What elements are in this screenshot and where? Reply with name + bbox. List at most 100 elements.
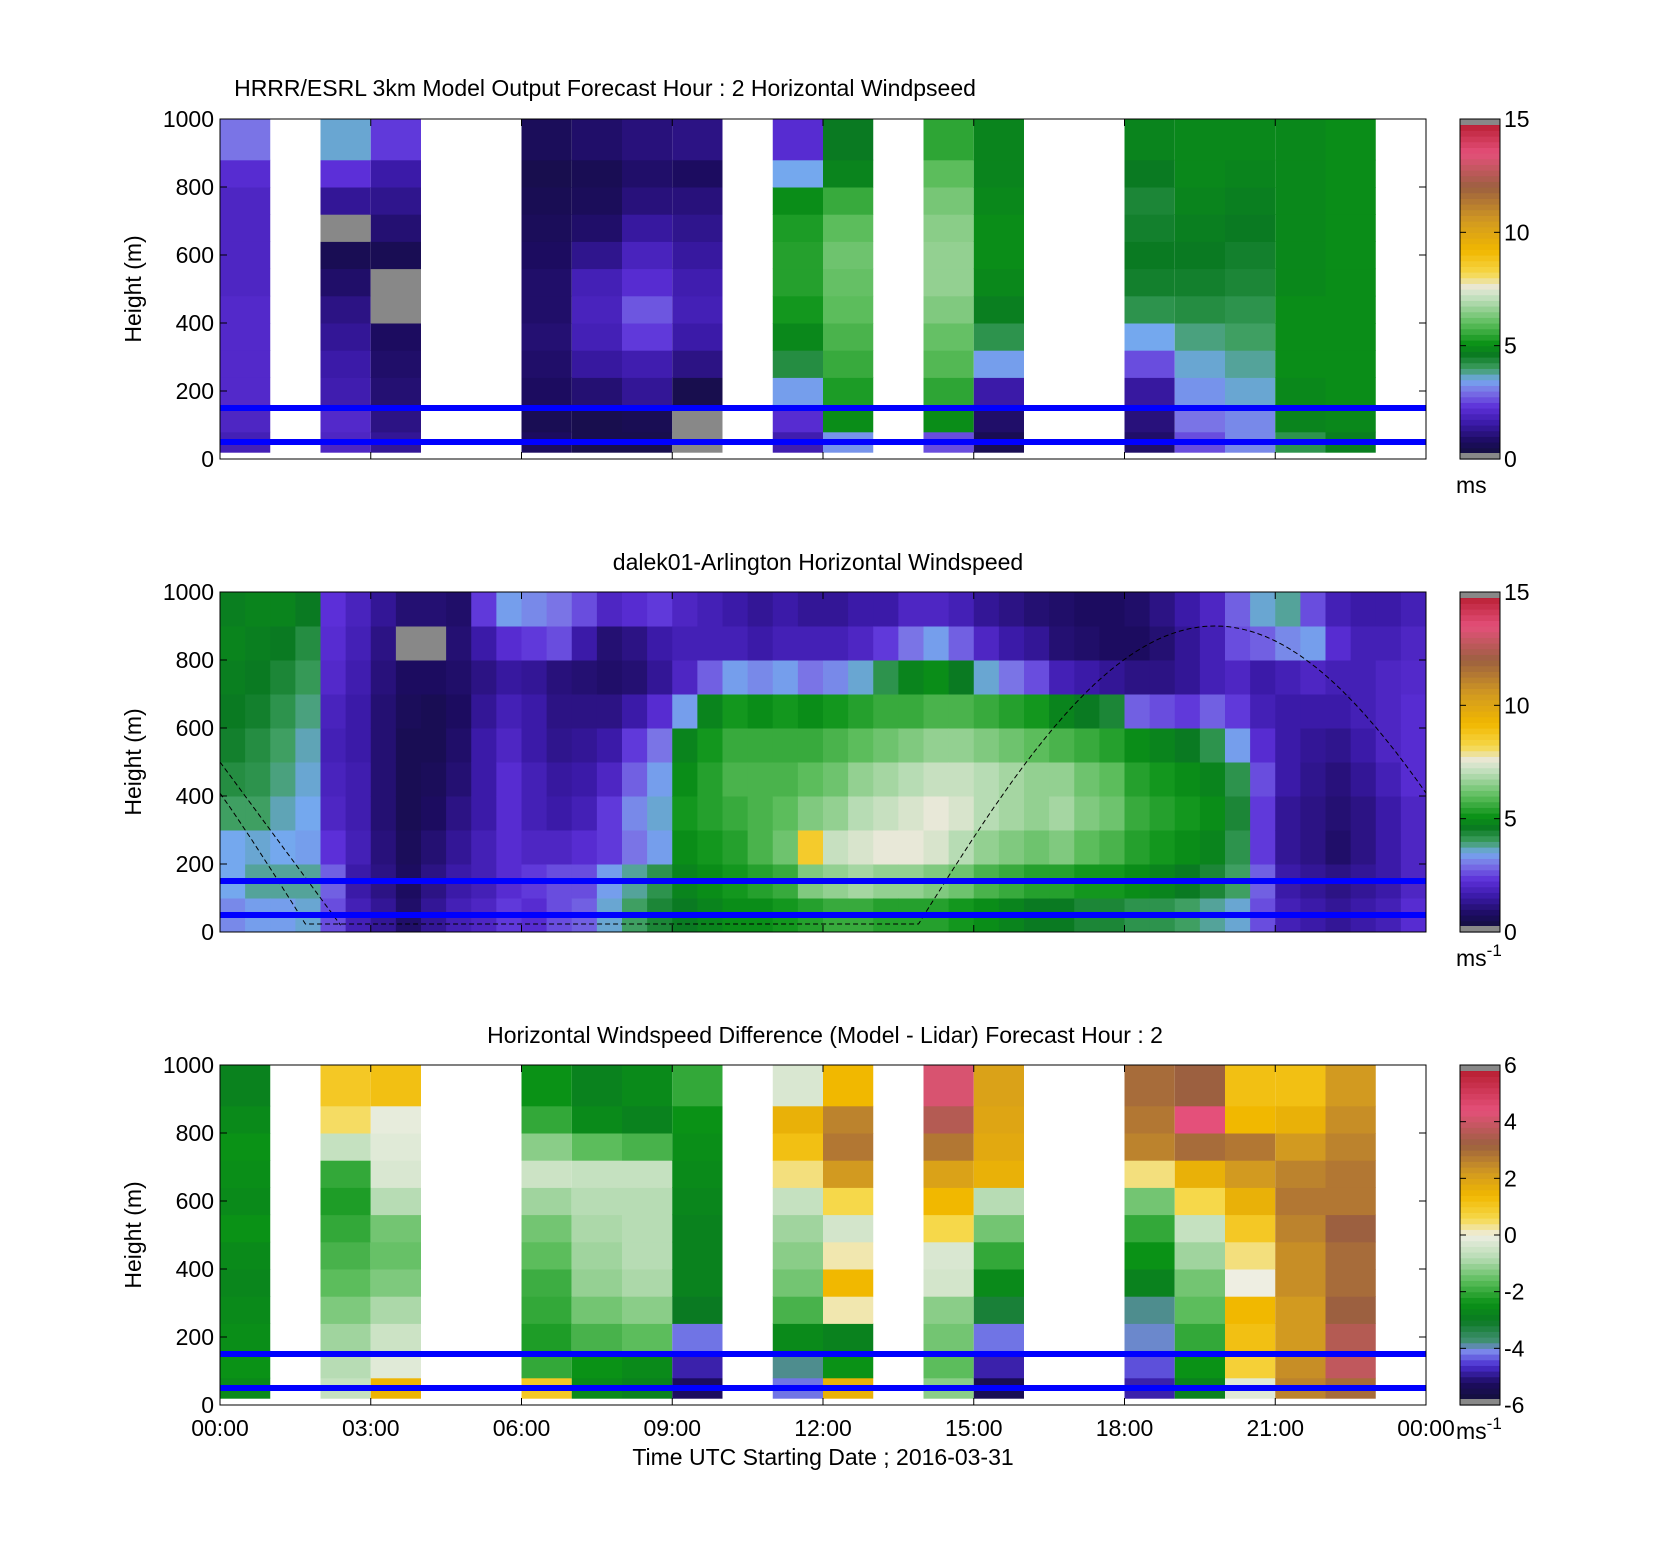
colorbar-swatch	[1460, 750, 1500, 757]
heatmap-cell	[923, 268, 974, 297]
colorbar-swatch	[1460, 597, 1500, 604]
heatmap-cell	[546, 796, 573, 831]
colorbar-swatch	[1460, 699, 1500, 706]
heatmap-cell	[295, 694, 321, 729]
heatmap-cell	[1325, 728, 1352, 763]
heatmap-cell	[923, 1214, 974, 1243]
heatmap-cell	[395, 694, 422, 729]
heatmap-cell	[471, 660, 497, 695]
heatmap-cell	[1149, 694, 1176, 729]
heatmap-cell	[672, 159, 723, 188]
heatmap-cell	[823, 1187, 874, 1216]
heatmap-cell	[571, 119, 622, 161]
heatmap-cell	[923, 295, 974, 324]
heatmap-cell	[1325, 1160, 1376, 1188]
heatmap-cell	[1325, 159, 1376, 188]
colorbar-swatch	[1460, 796, 1500, 803]
heatmap-cell	[697, 796, 723, 831]
heatmap-cell	[1149, 728, 1176, 763]
heatmap-cell	[1174, 1241, 1225, 1270]
heatmap-cell	[220, 241, 271, 270]
x-tick-label: 06:00	[493, 1415, 551, 1441]
heatmap-cell	[471, 830, 497, 865]
heatmap-cell	[370, 323, 421, 351]
heatmap-cell	[1124, 1065, 1175, 1107]
heatmap-cell	[1199, 762, 1226, 797]
heatmap-cell	[1124, 241, 1175, 270]
colorbar-unit-superscript: -1	[1487, 1414, 1502, 1433]
heatmap-cell	[345, 830, 372, 865]
heatmap-cell	[1225, 626, 1251, 661]
heatmap-cell	[220, 159, 271, 188]
heatmap-cell	[1275, 1187, 1326, 1216]
heatmap-cell	[697, 830, 723, 865]
colorbar-nan-swatch	[1460, 1399, 1500, 1405]
colorbar-swatch	[1460, 1189, 1500, 1196]
heatmap-cell	[622, 1160, 673, 1188]
panel-difference: Horizontal Windspeed Difference (Model -…	[120, 1022, 1525, 1444]
y-tick-label: 1000	[163, 106, 214, 132]
heatmap-cell	[1024, 592, 1050, 627]
heatmap-cell	[1124, 728, 1151, 763]
heatmap-cell	[421, 830, 447, 865]
heatmap-cell	[1099, 592, 1125, 627]
y-tick-label: 1000	[163, 579, 214, 605]
heatmap-cell	[622, 350, 673, 378]
heatmap-cell	[998, 694, 1025, 729]
heatmap-cell	[521, 660, 548, 695]
heatmap-cell	[471, 592, 497, 627]
heatmap-cell	[1400, 626, 1427, 661]
heatmap-cell	[1024, 762, 1050, 797]
heatmap-cell	[220, 295, 271, 324]
heatmap-cell	[220, 1187, 271, 1216]
heatmap-cell	[571, 323, 622, 351]
heatmap-cell	[1074, 796, 1100, 831]
heatmap-cell	[220, 214, 271, 242]
colorbar-frame	[1459, 591, 1501, 933]
heatmap-cell	[672, 295, 723, 324]
heatmap-cell	[697, 728, 723, 763]
heatmap-cell	[370, 1160, 421, 1188]
heatmap-cell	[898, 796, 924, 831]
x-tick-label: 03:00	[342, 1415, 400, 1441]
heatmap-cell	[772, 626, 799, 661]
colorbar-swatch	[1460, 728, 1500, 735]
panel-2-reference-lines	[220, 878, 1426, 918]
y-tick-label: 400	[176, 783, 214, 809]
heatmap-cell	[1199, 796, 1226, 831]
colorbar-tick-label: 2	[1504, 1165, 1517, 1191]
heatmap-cell	[923, 1105, 974, 1134]
heatmap-cell	[1250, 626, 1276, 661]
heatmap-cell	[1400, 660, 1427, 695]
heatmap-cell	[772, 241, 823, 270]
colorbar-swatch	[1460, 306, 1500, 313]
heatmap-cell	[672, 592, 698, 627]
heatmap-cell	[370, 1187, 421, 1216]
heatmap-cell	[1400, 796, 1427, 831]
heatmap-cell	[923, 1133, 974, 1161]
heatmap-cell	[1325, 1133, 1376, 1161]
heatmap-cell	[220, 796, 246, 831]
heatmap-cell	[546, 762, 573, 797]
heatmap-cell	[320, 1160, 371, 1188]
colorbar-swatch	[1460, 385, 1500, 392]
heatmap-cell	[1174, 295, 1225, 324]
colorbar-swatch	[1460, 408, 1500, 415]
heatmap-cell	[622, 830, 648, 865]
heatmap-cell	[923, 350, 974, 378]
heatmap-cell	[1325, 268, 1376, 297]
colorbar-swatch	[1460, 671, 1500, 678]
colorbar-swatch	[1460, 1246, 1500, 1253]
heatmap-cell	[571, 1160, 622, 1188]
heatmap-cell	[1325, 377, 1376, 406]
heatmap-cell	[1199, 592, 1226, 627]
heatmap-cell	[1174, 694, 1201, 729]
heatmap-cell	[647, 626, 673, 661]
heatmap-cell	[1174, 214, 1225, 242]
colorbar-swatch	[1460, 1393, 1500, 1400]
heatmap-cell	[1275, 119, 1326, 161]
colorbar-swatch	[1460, 852, 1500, 859]
colorbar-swatch	[1460, 425, 1500, 432]
heatmap-cell	[1124, 323, 1175, 351]
heatmap-cell	[1250, 762, 1276, 797]
